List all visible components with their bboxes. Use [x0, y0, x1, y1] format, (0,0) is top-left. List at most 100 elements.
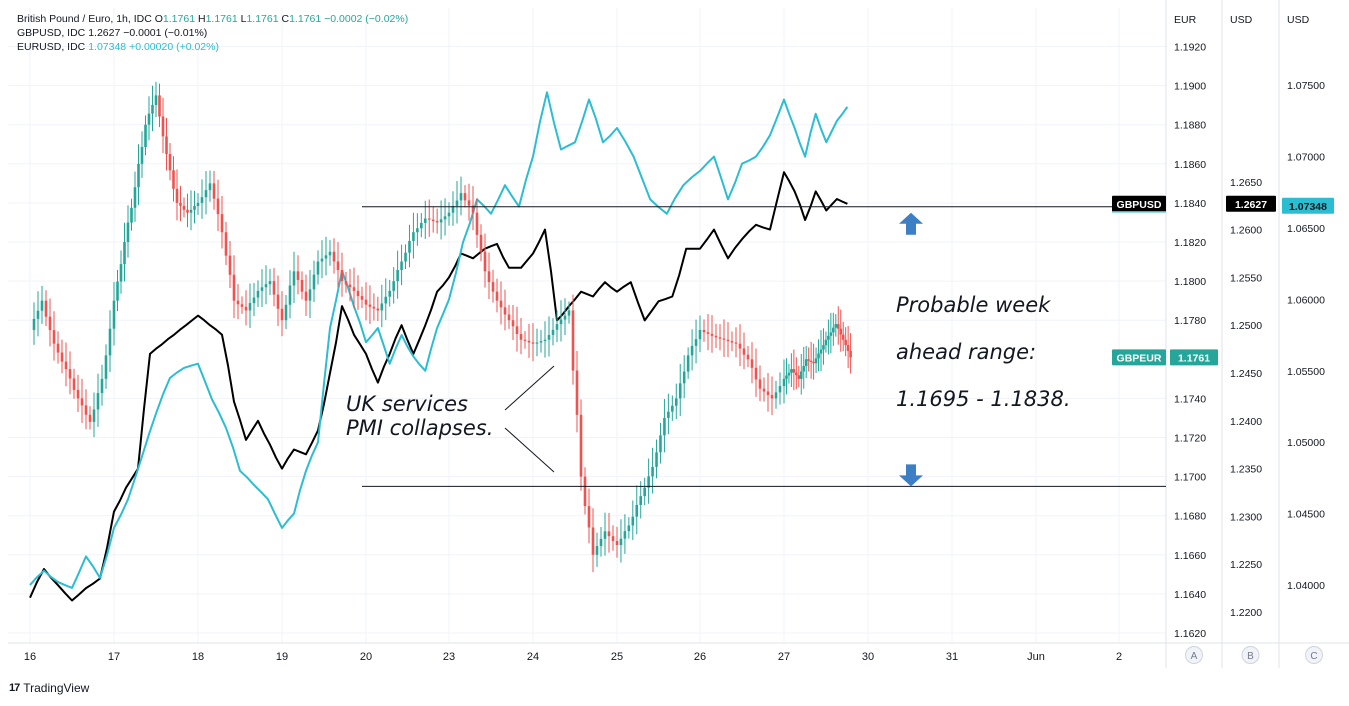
candle[interactable]: [161, 116, 165, 137]
candle[interactable]: [587, 506, 591, 528]
candle[interactable]: [56, 343, 60, 353]
candle[interactable]: [814, 358, 818, 364]
candle[interactable]: [812, 361, 815, 364]
candle[interactable]: [639, 496, 643, 505]
candle[interactable]: [583, 476, 587, 507]
candle[interactable]: [750, 359, 754, 368]
candle[interactable]: [487, 271, 491, 283]
candle[interactable]: [841, 334, 845, 340]
candle[interactable]: [376, 308, 380, 311]
candle[interactable]: [220, 214, 224, 233]
candle[interactable]: [216, 198, 220, 215]
candle[interactable]: [260, 287, 264, 291]
candle[interactable]: [849, 351, 852, 358]
candle[interactable]: [144, 124, 147, 148]
candle[interactable]: [778, 386, 782, 393]
candle[interactable]: [519, 334, 523, 340]
candle[interactable]: [659, 435, 662, 453]
candle[interactable]: [328, 251, 332, 256]
candle[interactable]: [809, 360, 813, 362]
candle[interactable]: [175, 188, 179, 203]
candle[interactable]: [304, 291, 308, 301]
candle[interactable]: [137, 163, 140, 188]
candle[interactable]: [663, 417, 666, 436]
candle[interactable]: [412, 232, 415, 241]
candle[interactable]: [236, 300, 240, 305]
candle[interactable]: [599, 538, 603, 547]
candle[interactable]: [200, 197, 204, 203]
candle[interactable]: [44, 300, 48, 317]
candle[interactable]: [76, 389, 80, 399]
candle[interactable]: [467, 200, 471, 206]
candle[interactable]: [352, 287, 356, 291]
candle[interactable]: [535, 342, 539, 344]
candle[interactable]: [312, 274, 316, 290]
candle[interactable]: [799, 371, 803, 379]
candle[interactable]: [651, 466, 654, 477]
axis-scale-button[interactable]: [1185, 646, 1203, 664]
candle[interactable]: [730, 341, 734, 343]
candle[interactable]: [348, 284, 352, 288]
candle[interactable]: [252, 297, 256, 304]
candle[interactable]: [224, 232, 228, 256]
candle[interactable]: [392, 281, 395, 291]
candle[interactable]: [256, 290, 260, 298]
candle[interactable]: [151, 104, 154, 114]
candle[interactable]: [792, 369, 796, 373]
candle[interactable]: [754, 367, 758, 380]
pricetag-series-name-bg[interactable]: [1112, 195, 1166, 212]
candle[interactable]: [40, 300, 44, 311]
candle[interactable]: [364, 299, 368, 305]
candle[interactable]: [248, 303, 252, 311]
candle[interactable]: [499, 300, 503, 308]
candle[interactable]: [694, 339, 698, 346]
candle[interactable]: [189, 209, 193, 213]
candle[interactable]: [276, 294, 280, 309]
candle[interactable]: [551, 329, 555, 335]
candle[interactable]: [336, 261, 340, 271]
candle[interactable]: [264, 284, 268, 288]
candle[interactable]: [228, 255, 232, 275]
candle[interactable]: [308, 289, 312, 301]
candle[interactable]: [515, 326, 519, 335]
candle[interactable]: [635, 504, 639, 517]
candle[interactable]: [690, 345, 694, 356]
candle[interactable]: [655, 452, 658, 467]
candle[interactable]: [380, 303, 384, 311]
candle[interactable]: [126, 222, 130, 242]
candle[interactable]: [96, 393, 100, 410]
candle[interactable]: [324, 255, 328, 259]
candle[interactable]: [475, 212, 479, 235]
series-line-eurusd[interactable]: [29, 91, 849, 589]
candle[interactable]: [119, 264, 123, 282]
candle[interactable]: [591, 527, 595, 555]
legend-symbol[interactable]: British Pound / Euro, 1h, IDC: [17, 13, 152, 25]
candle[interactable]: [186, 209, 189, 213]
candle[interactable]: [643, 487, 646, 497]
candle[interactable]: [408, 240, 411, 253]
candle[interactable]: [423, 218, 427, 223]
candle[interactable]: [179, 202, 182, 206]
candle[interactable]: [627, 525, 631, 532]
candle[interactable]: [770, 395, 774, 399]
candle[interactable]: [579, 414, 583, 477]
candle[interactable]: [416, 228, 419, 233]
candle[interactable]: [804, 359, 808, 367]
candle[interactable]: [340, 270, 344, 282]
candle[interactable]: [296, 271, 300, 280]
candle[interactable]: [623, 531, 627, 539]
candle[interactable]: [722, 338, 726, 340]
candle[interactable]: [607, 531, 611, 537]
candle[interactable]: [344, 281, 348, 285]
candle[interactable]: [204, 190, 208, 198]
axis-scale-button[interactable]: [1241, 646, 1260, 664]
candle[interactable]: [603, 531, 607, 539]
candle[interactable]: [567, 310, 571, 316]
candle[interactable]: [555, 324, 559, 330]
candle[interactable]: [292, 271, 296, 286]
candle[interactable]: [356, 290, 360, 297]
candle[interactable]: [507, 314, 511, 321]
candle[interactable]: [523, 339, 527, 341]
candle[interactable]: [80, 398, 84, 406]
